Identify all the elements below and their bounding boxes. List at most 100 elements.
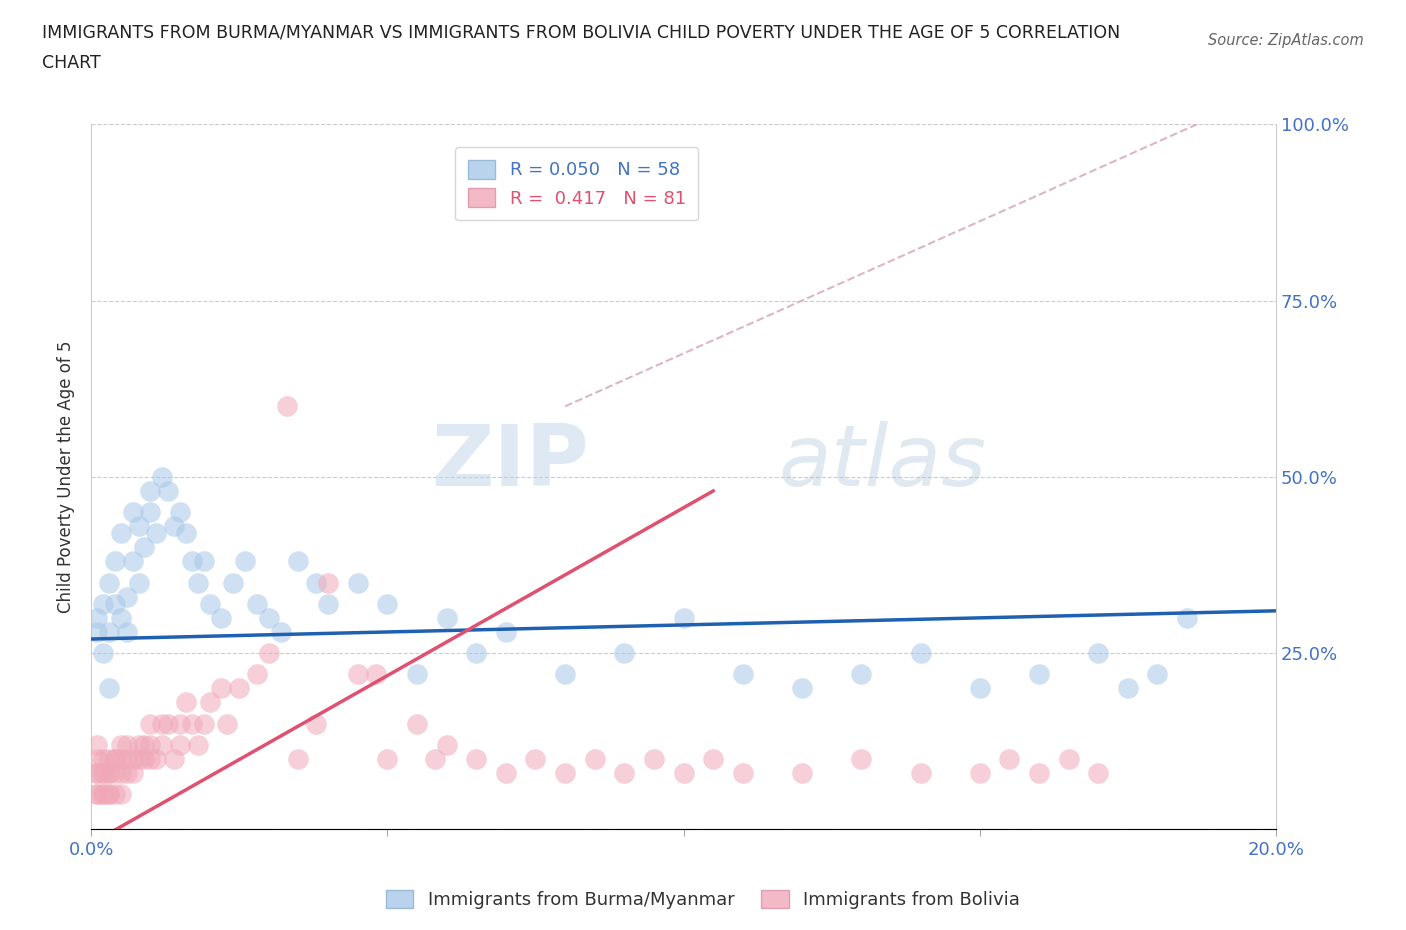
Legend: Immigrants from Burma/Myanmar, Immigrants from Bolivia: Immigrants from Burma/Myanmar, Immigrant… [378, 883, 1028, 916]
Point [121, 505, 143, 520]
Point [211, 681, 233, 696]
Point [169, 505, 191, 520]
Point [233, 554, 256, 569]
Point [187, 575, 209, 590]
Point [150, 716, 173, 731]
Point [287, 554, 309, 569]
Point [180, 554, 202, 569]
Point [115, 737, 138, 752]
Point [110, 787, 132, 802]
Text: Source: ZipAtlas.com: Source: ZipAtlas.com [1208, 33, 1364, 47]
Point [91, 596, 114, 611]
Point [1087, 645, 1109, 660]
Point [97, 787, 120, 802]
Point [150, 470, 173, 485]
Point [257, 610, 280, 625]
Point [198, 695, 221, 710]
Point [198, 596, 221, 611]
Point [86, 787, 108, 802]
Point [110, 737, 132, 752]
Point [128, 575, 150, 590]
Point [110, 765, 132, 780]
Legend: R = 0.050   N = 58, R =  0.417   N = 81: R = 0.050 N = 58, R = 0.417 N = 81 [456, 148, 699, 220]
Point [157, 484, 180, 498]
Point [851, 667, 873, 682]
Point [163, 519, 186, 534]
Point [702, 751, 724, 766]
Text: ZIP: ZIP [432, 421, 589, 504]
Point [139, 716, 162, 731]
Point [139, 751, 162, 766]
Point [406, 667, 429, 682]
Point [1146, 667, 1168, 682]
Point [128, 751, 150, 766]
Point [86, 765, 108, 780]
Point [174, 525, 197, 540]
Point [86, 751, 108, 766]
Point [115, 625, 138, 640]
Point [270, 625, 292, 640]
Point [731, 667, 754, 682]
Point [97, 681, 120, 696]
Text: atlas: atlas [779, 421, 987, 504]
Point [583, 751, 606, 766]
Point [1028, 667, 1050, 682]
Point [465, 645, 488, 660]
Point [316, 575, 339, 590]
Point [316, 596, 339, 611]
Point [1057, 751, 1080, 766]
Point [110, 525, 132, 540]
Point [246, 596, 269, 611]
Point [672, 610, 695, 625]
Point [364, 667, 387, 682]
Point [465, 751, 488, 766]
Point [104, 751, 127, 766]
Point [91, 787, 114, 802]
Point [139, 484, 162, 498]
Point [969, 765, 991, 780]
Point [910, 645, 932, 660]
Point [91, 765, 114, 780]
Point [145, 525, 167, 540]
Point [97, 625, 120, 640]
Point [217, 716, 239, 731]
Point [97, 787, 120, 802]
Point [97, 765, 120, 780]
Point [495, 625, 517, 640]
Point [139, 505, 162, 520]
Point [115, 590, 138, 604]
Point [139, 737, 162, 752]
Point [86, 787, 108, 802]
Point [257, 645, 280, 660]
Text: CHART: CHART [42, 54, 101, 72]
Point [86, 737, 108, 752]
Point [163, 751, 186, 766]
Point [495, 765, 517, 780]
Point [554, 765, 576, 780]
Y-axis label: Child Poverty Under the Age of 5: Child Poverty Under the Age of 5 [58, 340, 75, 613]
Point [128, 737, 150, 752]
Point [377, 751, 399, 766]
Point [377, 596, 399, 611]
Point [790, 681, 813, 696]
Point [169, 737, 191, 752]
Point [851, 751, 873, 766]
Point [86, 625, 108, 640]
Point [790, 765, 813, 780]
Point [169, 716, 191, 731]
Point [180, 716, 202, 731]
Point [104, 596, 127, 611]
Point [115, 765, 138, 780]
Point [110, 610, 132, 625]
Point [134, 540, 156, 555]
Point [436, 737, 458, 752]
Point [115, 751, 138, 766]
Point [187, 737, 209, 752]
Point [128, 519, 150, 534]
Point [211, 610, 233, 625]
Point [150, 737, 173, 752]
Point [104, 554, 127, 569]
Point [305, 575, 328, 590]
Point [91, 751, 114, 766]
Point [969, 681, 991, 696]
